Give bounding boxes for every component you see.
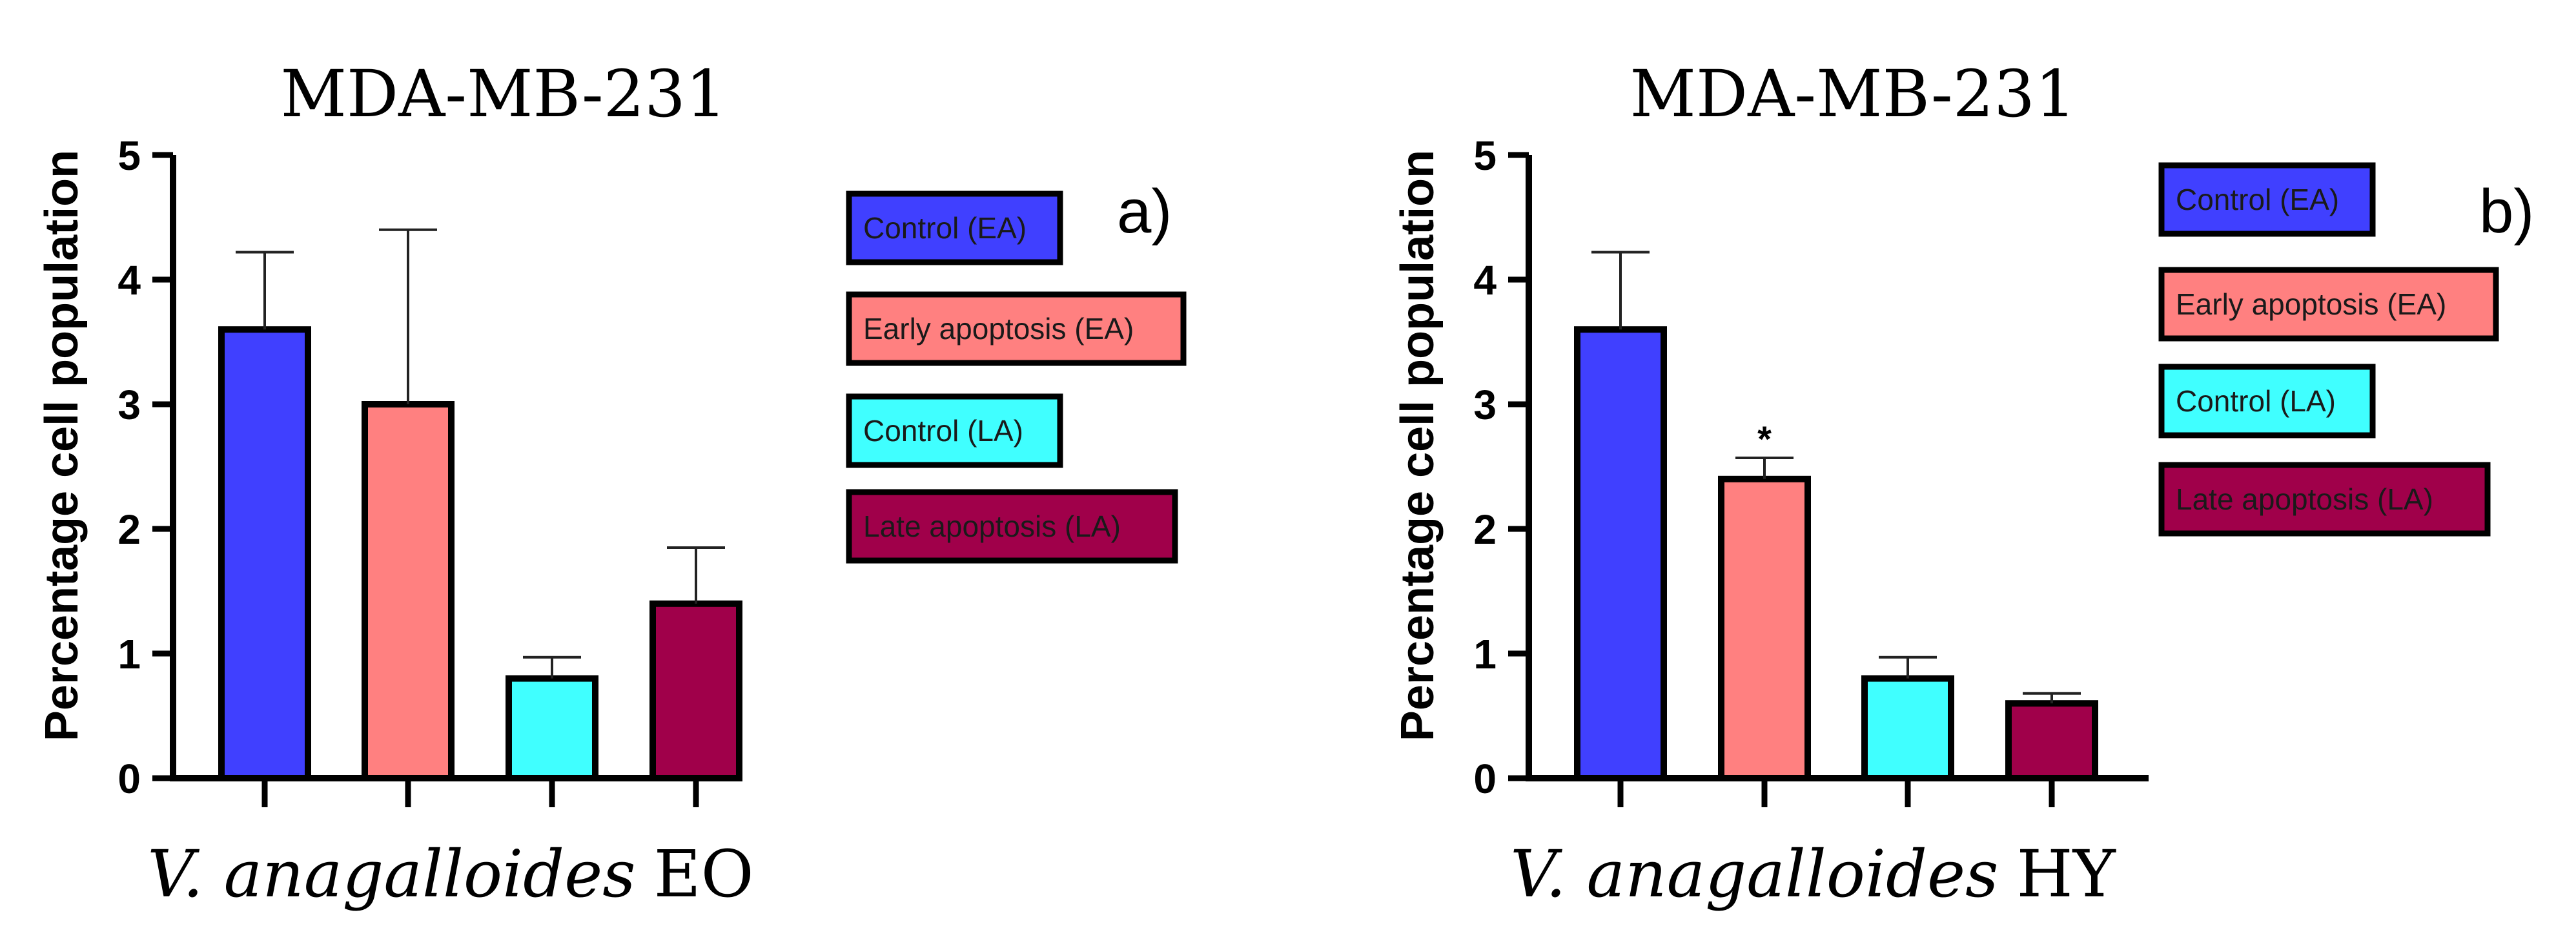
y-axis-ticks-b: 0 1 2 3 4 5	[1473, 132, 1529, 802]
legend-item-late-apoptosis-la: Late apoptosis (LA)	[2158, 462, 2491, 537]
significance-marker: *	[1757, 418, 1772, 459]
y-tick-label: 2	[118, 506, 141, 553]
x-axis-label-extract-a: EO	[654, 836, 754, 912]
bar-control-ea	[1574, 326, 1667, 781]
legend-swatch	[2158, 267, 2499, 342]
x-axis-ticks-a	[261, 778, 699, 807]
legend-swatch	[2158, 162, 2376, 237]
legend-label: Late apoptosis (LA)	[2176, 482, 2433, 516]
bar-late-apoptosis-la	[649, 600, 742, 781]
legend-item-control-la: Control (LA)	[846, 393, 1063, 468]
legend-label: Control (LA)	[2176, 384, 2336, 418]
x-axis-label-a: V. anagalloides EO	[147, 836, 753, 912]
y-tick-label: 4	[118, 257, 141, 304]
y-tick-label: 3	[1473, 382, 1497, 428]
legend-label: Early apoptosis (EA)	[863, 312, 1134, 345]
legend-swatch	[2158, 364, 2376, 438]
legend-item-control-ea: Control (EA)	[2158, 162, 2376, 237]
bars-b: *	[1574, 251, 2098, 781]
y-tick-label: 5	[118, 132, 141, 179]
legend-label: Early apoptosis (EA)	[2176, 287, 2446, 321]
panel-label-b: b)	[2479, 177, 2534, 246]
y-tick-label: 2	[1473, 506, 1497, 553]
legend-label: Control (EA)	[863, 211, 1027, 245]
legend-a: Control (EA) Early apoptosis (EA) Control …	[846, 191, 1187, 564]
legend-b: Control (EA) Early apoptosis (EA) Control …	[2158, 162, 2499, 537]
y-tick-label: 0	[118, 756, 141, 802]
bars-a	[218, 228, 742, 781]
bar-control-la	[506, 675, 598, 781]
x-axis-ticks-b	[1617, 778, 2055, 807]
legend-item-early-apoptosis-ea: Early apoptosis (EA)	[846, 291, 1187, 366]
y-axis-label-b: Percentage cell population	[1392, 150, 1444, 741]
x-axis-label-b: V. anagalloides HY	[1510, 836, 2116, 912]
bar-control-la	[1861, 675, 1954, 781]
legend-swatch	[846, 191, 1063, 265]
chart-panel-b: MDA-MB-231 Percentage cell population 0 1…	[1392, 56, 2534, 912]
bar-early-apoptosis-ea	[1718, 475, 1811, 781]
legend-item-early-apoptosis-ea: Early apoptosis (EA)	[2158, 267, 2499, 342]
chart-panel-a: MDA-MB-231 Percentage cell population 0 1…	[36, 56, 1187, 912]
panel-label-a: a)	[1117, 177, 1172, 246]
bar-late-apoptosis-la	[2005, 700, 2098, 781]
chart-title-b: MDA-MB-231	[1630, 56, 2076, 132]
y-tick-label: 1	[1473, 631, 1497, 677]
legend-label: Control (LA)	[863, 414, 1023, 448]
legend-label: Late apoptosis (LA)	[863, 510, 1121, 543]
bar-control-ea	[218, 326, 311, 781]
legend-item-late-apoptosis-la: Late apoptosis (LA)	[846, 489, 1178, 564]
y-tick-label: 3	[118, 382, 141, 428]
legend-item-control-ea: Control (EA)	[846, 191, 1063, 265]
y-tick-label: 5	[1473, 132, 1497, 179]
x-axis-label-extract-b: HY	[2017, 836, 2116, 912]
y-tick-label: 1	[118, 631, 141, 677]
chart-title-a: MDA-MB-231	[281, 56, 727, 132]
x-axis-label-species-b: V. anagalloides	[1510, 836, 1998, 912]
legend-swatch	[846, 393, 1063, 468]
y-tick-label: 4	[1473, 257, 1497, 304]
x-axis-label-species-a: V. anagalloides	[147, 836, 635, 912]
legend-label: Control (EA)	[2176, 183, 2339, 216]
y-axis-label-a: Percentage cell population	[36, 150, 88, 741]
bar-early-apoptosis-ea	[362, 401, 455, 781]
y-tick-label: 0	[1473, 756, 1497, 802]
y-axis-ticks-a: 0 1 2 3 4 5	[118, 132, 173, 802]
legend-item-control-la: Control (LA)	[2158, 364, 2376, 438]
legend-swatch	[846, 489, 1178, 564]
legend-swatch	[846, 291, 1187, 366]
legend-swatch	[2158, 462, 2491, 537]
